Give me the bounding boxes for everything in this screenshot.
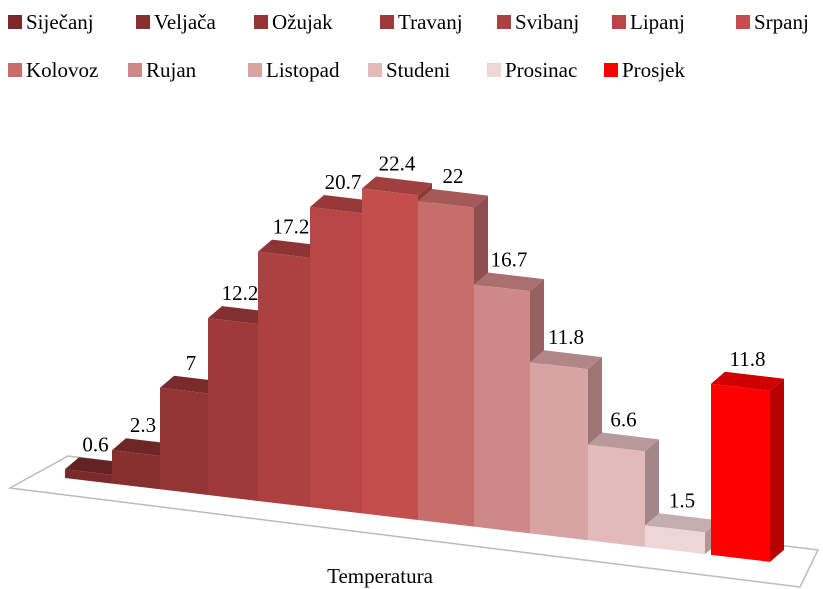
bar xyxy=(112,450,160,490)
data-label: 1.5 xyxy=(669,488,695,512)
bar xyxy=(530,362,588,541)
legend-swatch xyxy=(380,15,394,29)
data-label: 12.2 xyxy=(222,281,259,305)
legend-swatch xyxy=(8,63,22,77)
legend-label: Lipanj xyxy=(630,10,685,34)
bar xyxy=(418,201,474,527)
legend-label: Kolovoz xyxy=(26,58,98,82)
bar xyxy=(645,525,705,555)
data-label: 11.8 xyxy=(730,347,766,371)
legend-swatch xyxy=(248,63,262,77)
bar-top xyxy=(588,432,659,452)
data-label: 2.3 xyxy=(130,413,156,437)
bar xyxy=(208,318,258,501)
legend-swatch xyxy=(8,15,22,29)
bar-top xyxy=(711,371,784,391)
data-label: 7 xyxy=(186,351,197,375)
bar-top xyxy=(310,195,376,214)
bar-side xyxy=(770,378,784,562)
bar xyxy=(474,284,530,534)
legend-label: Siječanj xyxy=(26,10,94,34)
bar xyxy=(588,444,645,548)
legend-label: Ožujak xyxy=(272,10,333,34)
legend-swatch xyxy=(604,63,618,77)
bar-top xyxy=(362,176,432,196)
legend-label: Listopad xyxy=(266,58,340,82)
data-label: 0.6 xyxy=(82,432,108,456)
bar xyxy=(362,188,418,521)
legend-label: Prosinac xyxy=(505,58,577,82)
legend-swatch xyxy=(487,63,501,77)
bar xyxy=(310,207,362,514)
bar-top xyxy=(258,239,324,258)
bar-top xyxy=(418,189,488,208)
legend-swatch xyxy=(368,63,382,77)
category-label: Temperatura xyxy=(327,564,433,588)
bar-top xyxy=(208,306,272,325)
legend-label: Veljača xyxy=(154,10,216,34)
bar-top xyxy=(112,438,174,456)
legend-swatch xyxy=(612,15,626,29)
bar-top xyxy=(530,350,602,370)
legend-label: Travanj xyxy=(398,10,463,34)
data-label: 22.4 xyxy=(379,152,416,176)
bar-top xyxy=(65,457,126,475)
legend-swatch xyxy=(736,15,750,29)
data-label: 22 xyxy=(443,164,464,188)
legend-label: Srpanj xyxy=(754,10,809,34)
bar-top xyxy=(474,272,544,292)
data-label: 17.2 xyxy=(273,215,310,239)
legend-swatch xyxy=(497,15,511,29)
bar xyxy=(160,387,208,496)
data-label: 6.6 xyxy=(610,408,636,432)
legend-label: Rujan xyxy=(146,58,197,82)
data-label: 16.7 xyxy=(491,248,528,272)
legend-swatch xyxy=(128,63,142,77)
data-label: 20.7 xyxy=(325,170,362,194)
legend-label: Svibanj xyxy=(515,10,579,34)
bar xyxy=(258,251,310,508)
bar-top xyxy=(160,375,222,394)
data-label: 11.8 xyxy=(548,325,584,349)
bar xyxy=(711,383,770,562)
bar-top xyxy=(645,513,719,533)
legend-swatch xyxy=(254,15,268,29)
legend-swatch xyxy=(136,15,150,29)
legend-label: Prosjek xyxy=(622,58,686,82)
bar xyxy=(65,469,112,484)
legend-label: Studeni xyxy=(386,58,450,82)
